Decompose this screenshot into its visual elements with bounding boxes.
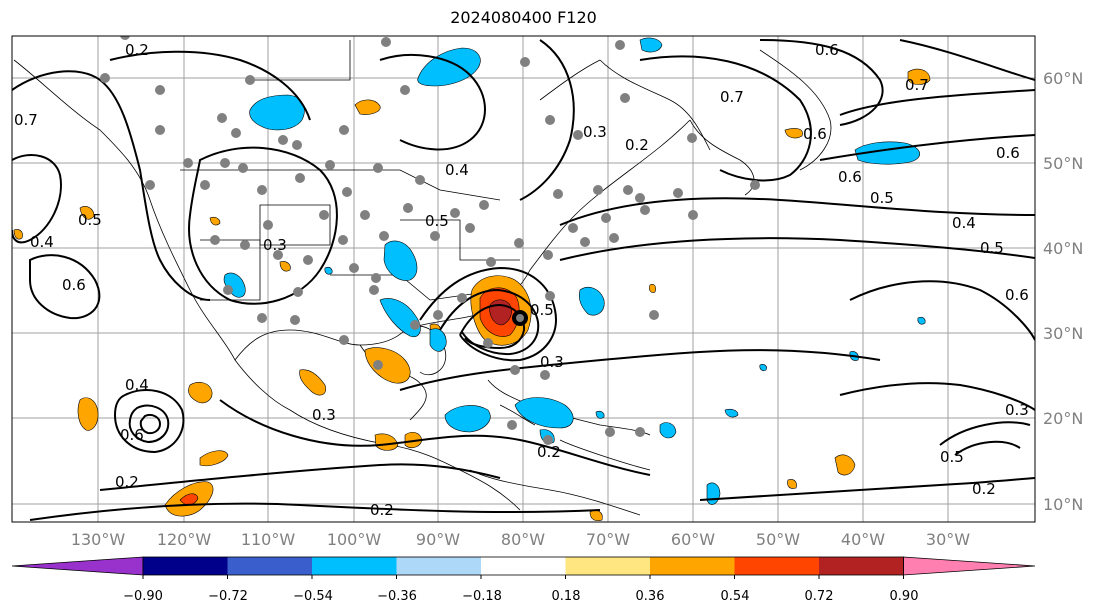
contour-label: 0.2 — [537, 443, 561, 461]
negative-shading — [223, 37, 926, 505]
contour-label: 0.2 — [625, 136, 649, 154]
lon-label: 90°W — [416, 530, 460, 549]
lat-label: 10°N — [1043, 495, 1083, 514]
lon-label: 60°W — [671, 530, 715, 549]
colorbar-segment — [734, 557, 820, 575]
contour-label: 0.6 — [120, 426, 144, 444]
colorbar-frame — [142, 556, 904, 576]
contour-label: 0.4 — [125, 376, 149, 394]
contour-label: 0.6 — [838, 168, 862, 186]
colorbar-arrow-min — [11, 556, 144, 576]
contour-label: 0.5 — [530, 301, 554, 319]
colorbar-segment — [227, 557, 313, 575]
lon-label: 80°W — [501, 530, 545, 549]
contour-label: 0.5 — [78, 211, 102, 229]
map-title: 2024080400 F120 — [450, 8, 597, 27]
colorbar-tick-label: 0.90 — [890, 589, 919, 604]
lat-label: 20°N — [1043, 409, 1083, 428]
longitude-labels: 130°W 120°W 110°W 100°W 90°W 80°W 70°W 6… — [71, 530, 970, 549]
lat-label: 60°N — [1043, 69, 1083, 88]
positive-shading — [13, 68, 931, 522]
colorbar-tick-label: −0.54 — [293, 589, 333, 604]
colorbar-segment — [396, 557, 482, 575]
colorbar-ticks: −0.90 −0.72 −0.54 −0.36 −0.18 0.18 0.36 … — [123, 589, 918, 604]
lon-label: 130°W — [71, 530, 126, 549]
contour-label: 0.5 — [980, 239, 1004, 257]
colorbar-tick-label: −0.72 — [208, 589, 248, 604]
lat-label: 50°N — [1043, 154, 1083, 173]
colorbar-tick-label: −0.90 — [123, 589, 163, 604]
contour-label: 0.6 — [803, 125, 827, 143]
colorbar-segment — [650, 557, 735, 575]
colorbar-tick-label: 0.54 — [721, 589, 750, 604]
contour-label: 0.4 — [30, 233, 54, 251]
contour-label: 0.3 — [263, 236, 287, 254]
lon-label: 30°W — [926, 530, 970, 549]
lon-label: 50°W — [756, 530, 800, 549]
colorbar-arrow-max — [903, 556, 1036, 576]
contour-label: 0.4 — [445, 161, 469, 179]
station-markers — [100, 36, 760, 445]
colorbar-segment — [312, 557, 397, 575]
colorbar — [11, 556, 1036, 579]
lon-label: 40°W — [841, 530, 885, 549]
contour-label: 0.5 — [870, 189, 894, 207]
contour-label: 0.5 — [940, 448, 964, 466]
colorbar-segment — [565, 557, 651, 575]
lon-label: 100°W — [327, 530, 382, 549]
colorbar-tick-label: −0.18 — [462, 589, 502, 604]
lat-label: 40°N — [1043, 239, 1083, 258]
colorbar-tick-label: 0.72 — [805, 589, 834, 604]
lon-label: 70°W — [586, 530, 630, 549]
contour-label: 0.2 — [125, 41, 149, 59]
contour-label: 0.2 — [370, 501, 394, 519]
contour-label: 0.3 — [583, 123, 607, 141]
contour-label: 0.7 — [14, 111, 38, 129]
contour-label: 0.3 — [312, 406, 336, 424]
lon-label: 120°W — [157, 530, 212, 549]
contour-label: 0.2 — [115, 473, 139, 491]
storm-center-icon — [512, 310, 528, 326]
contour-label: 0.6 — [1005, 286, 1029, 304]
lon-label: 110°W — [241, 530, 296, 549]
contour-label: 0.7 — [905, 76, 929, 94]
colorbar-segment — [481, 557, 566, 575]
contour-label: 0.5 — [425, 212, 449, 230]
colorbar-segment — [819, 557, 904, 575]
contour-label: 0.3 — [540, 353, 564, 371]
contour-label: 0.6 — [62, 276, 86, 294]
contour-label: 0.7 — [720, 88, 744, 106]
contour-label: 0.3 — [1005, 401, 1029, 419]
colorbar-tick-label: −0.36 — [377, 589, 417, 604]
latitude-labels: 60°N 50°N 40°N 30°N 20°N 10°N — [1043, 69, 1083, 514]
contour-labels: 0.2 0.2 0.4 0.5 0.6 0.7 0.7 0.6 0.6 0.5 … — [14, 41, 1029, 519]
contour-label: 0.6 — [815, 41, 839, 59]
contour-label: 0.2 — [972, 480, 996, 498]
colorbar-segment — [143, 557, 228, 575]
map-plot-area: 0.2 0.2 0.4 0.5 0.6 0.7 0.7 0.6 0.6 0.5 … — [12, 36, 1035, 522]
contour-label: 0.6 — [996, 144, 1020, 162]
colorbar-tick-label: 0.36 — [636, 589, 665, 604]
map-frame — [11, 35, 1036, 523]
lat-label: 30°N — [1043, 324, 1083, 343]
contour-label: 0.4 — [952, 214, 976, 232]
colorbar-tick-label: 0.18 — [552, 589, 581, 604]
